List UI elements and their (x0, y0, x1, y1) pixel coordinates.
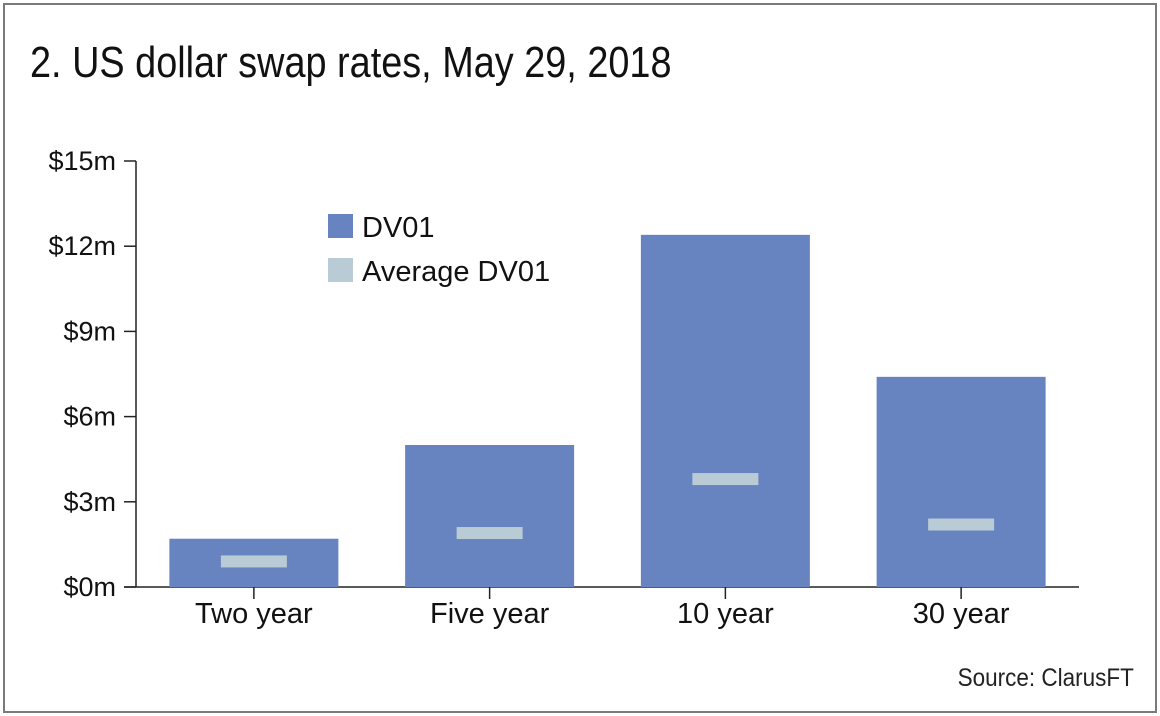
x-tick-label: 30 year (913, 598, 1010, 630)
y-tick-label: $3m (63, 487, 116, 517)
legend-swatch (328, 258, 353, 282)
legend-swatch (328, 214, 353, 238)
y-tick-label: $0m (63, 572, 116, 602)
y-tick-label: $6m (63, 402, 116, 432)
x-tick-label: 10 year (677, 598, 774, 630)
bar-dv01 (405, 445, 575, 587)
y-tick-label: $15m (48, 146, 116, 176)
chart-frame (3, 3, 1157, 713)
legend-label: Average DV01 (362, 256, 550, 288)
chart-title: 2. US dollar swap rates, May 29, 2018 (30, 38, 672, 87)
marker-average-dv01 (692, 473, 759, 486)
bar-dv01 (876, 376, 1046, 587)
y-tick-label: $9m (63, 316, 116, 346)
bar-dv01 (640, 234, 810, 587)
x-tick-label: Five year (430, 598, 550, 630)
source-note: Source: ClarusFT (957, 664, 1134, 692)
legend-label: DV01 (362, 212, 435, 244)
y-tick-label: $12m (48, 231, 116, 261)
marker-average-dv01 (456, 527, 523, 540)
marker-average-dv01 (928, 518, 995, 531)
marker-average-dv01 (220, 555, 287, 568)
x-tick-label: Two year (195, 598, 313, 630)
